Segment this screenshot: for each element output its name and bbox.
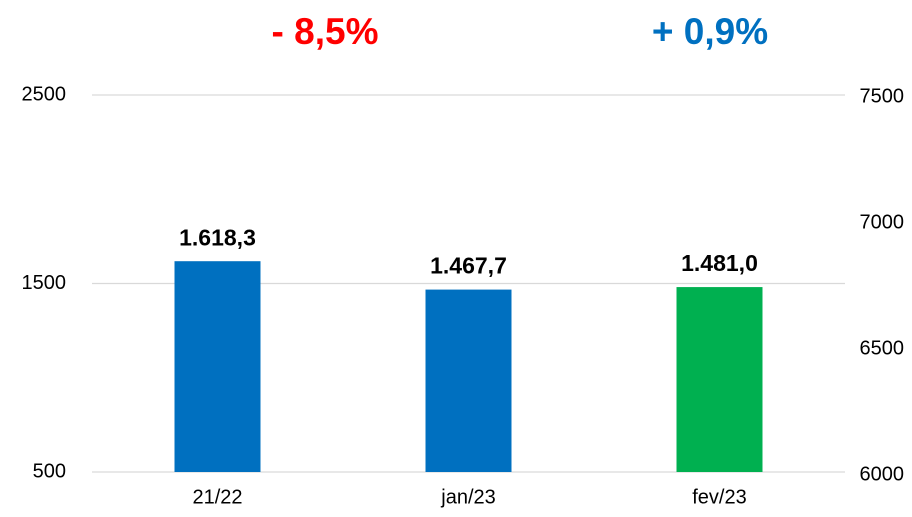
bar <box>174 261 261 472</box>
value-label: 1.467,7 <box>430 253 507 279</box>
annotation: + 0,9% <box>652 11 768 52</box>
x-tick-label: jan/23 <box>440 486 496 508</box>
y-tick-label: 2500 <box>22 83 67 105</box>
x-tick-label: fev/23 <box>692 486 746 508</box>
y-tick-label: 1500 <box>22 272 67 294</box>
bar <box>425 289 512 472</box>
bar <box>676 287 763 472</box>
x-tick-label: 21/22 <box>192 486 242 508</box>
y2-tick-label: 6000 <box>860 463 905 485</box>
value-label: 1.481,0 <box>681 250 758 276</box>
value-label: 1.618,3 <box>179 224 256 250</box>
y-tick-label: 500 <box>33 460 66 482</box>
annotation: - 8,5% <box>272 11 379 52</box>
y2-tick-label: 7000 <box>860 211 905 233</box>
y2-tick-label: 6500 <box>860 337 905 359</box>
y2-tick-label: 7500 <box>860 85 905 107</box>
